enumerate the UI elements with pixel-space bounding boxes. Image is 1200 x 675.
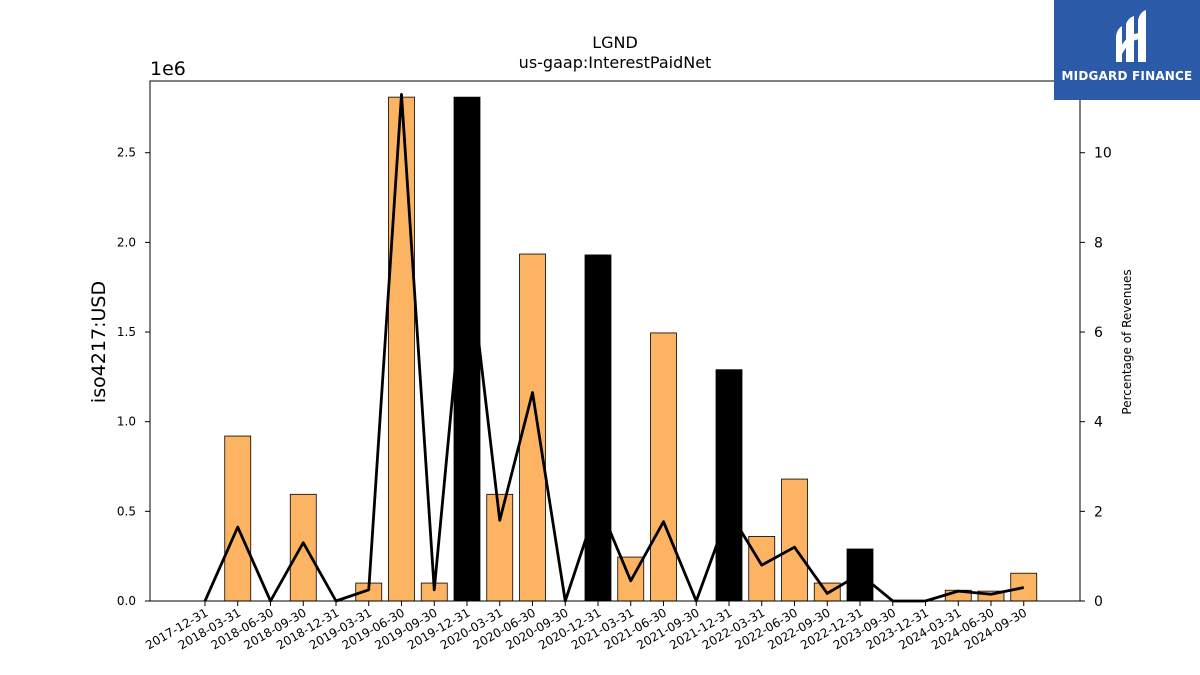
bar — [715, 369, 743, 602]
y-tick-label: 1.5 — [117, 325, 136, 339]
y-axis-label: iso4217:USD — [88, 281, 110, 403]
y-axis-right: 0 2 4 6 8 10 — [1080, 146, 1112, 610]
y-tick-label: 0.0 — [117, 594, 136, 608]
percentage-line — [203, 93, 1025, 603]
y-tick-label: 0.5 — [117, 504, 136, 518]
y2-tick-label: 8 — [1094, 235, 1103, 251]
midgard-finance-logo: MIDGARD FINANCE — [1054, 0, 1200, 100]
bar — [781, 478, 808, 602]
bar — [650, 332, 677, 602]
x-axis: 2017-12-312018-03-312018-06-302018-09-30… — [143, 601, 1029, 652]
bar — [224, 435, 252, 602]
y-tick-label: 1.0 — [117, 415, 136, 429]
bar — [1010, 572, 1038, 602]
y-scale-label: 1e6 — [150, 58, 186, 80]
y2-axis-label: Percentage of Revenues — [1120, 269, 1134, 414]
bars — [224, 96, 1038, 602]
logo-mark-icon — [1116, 10, 1146, 62]
bar — [388, 96, 415, 602]
bar — [289, 493, 317, 602]
logo-text: MIDGARD FINANCE — [1061, 69, 1193, 83]
y-tick-label: 2.5 — [117, 146, 136, 160]
y2-tick-label: 10 — [1094, 146, 1112, 162]
percentage-line-path — [203, 93, 1025, 603]
bar — [584, 254, 612, 602]
y-tick-label: 2.0 — [117, 235, 136, 249]
y2-tick-label: 4 — [1094, 415, 1103, 431]
y-axis-left: 0.0 0.5 1.0 1.5 2.0 2.5 — [117, 146, 150, 608]
y2-tick-label: 6 — [1094, 325, 1103, 341]
bar — [748, 536, 776, 602]
y2-tick-label: 2 — [1094, 504, 1103, 520]
y2-tick-label: 0 — [1094, 594, 1103, 610]
chart-title: LGND — [592, 33, 638, 52]
chart-subtitle: us-gaap:InterestPaidNet — [519, 53, 712, 72]
plot-frame — [149, 80, 1081, 602]
